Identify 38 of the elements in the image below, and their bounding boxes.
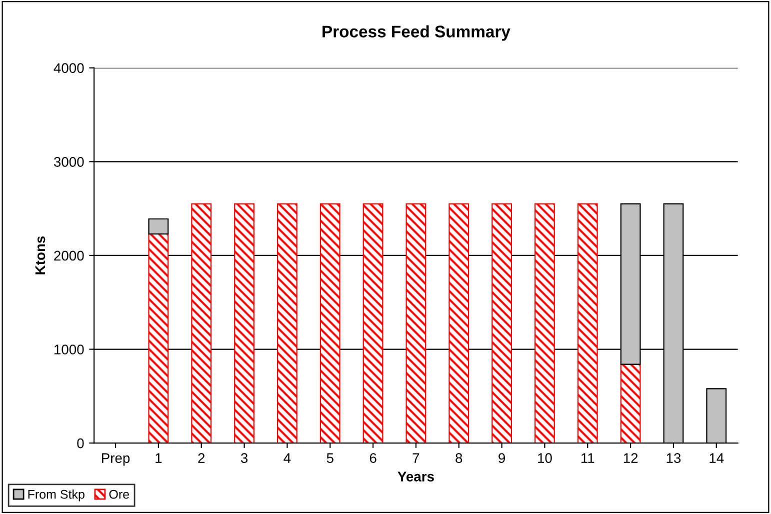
x-tick-label: 3 (240, 453, 248, 463)
x-tick-label: 5 (326, 453, 334, 463)
x-axis-title: Years (398, 472, 434, 482)
x-tick-label: 4 (284, 453, 291, 463)
bar (191, 203, 212, 444)
y-axis-title: Ktons (35, 236, 46, 274)
x-tick-label: 1 (156, 453, 162, 463)
x-tick-label: 13 (666, 453, 681, 463)
x-tick-label: 7 (412, 453, 420, 463)
bar (406, 203, 426, 444)
y-tick-label: 0 (77, 438, 84, 448)
bar (577, 203, 598, 444)
bar (234, 203, 254, 444)
x-tick-label: 8 (456, 453, 462, 463)
x-tick-label: 11 (581, 453, 594, 463)
bar (448, 203, 470, 444)
bar (320, 203, 340, 444)
chart-title: Process Feed Summary (322, 25, 510, 41)
x-tick-label: 14 (710, 453, 724, 463)
bar (534, 203, 555, 444)
y-tick-label: 1000 (54, 344, 84, 354)
bar (148, 233, 169, 444)
y-tick-label: 3000 (54, 156, 84, 167)
bar (620, 364, 641, 444)
x-tick-label: 9 (498, 453, 505, 463)
x-tick-label: 10 (538, 453, 552, 463)
y-tick-label: 4000 (54, 63, 84, 74)
bar (362, 203, 384, 444)
legend-label: From Stkp (28, 490, 84, 502)
x-tick-label: 2 (198, 453, 205, 463)
bar (492, 203, 512, 444)
x-tick-label: 6 (370, 453, 376, 463)
x-tick-label: Prep (102, 453, 130, 466)
x-tick-label: 12 (624, 453, 638, 463)
y-tick-label: 2000 (54, 250, 84, 261)
legend-label: Ore (109, 490, 129, 499)
bar (276, 203, 298, 444)
bar (148, 218, 169, 234)
